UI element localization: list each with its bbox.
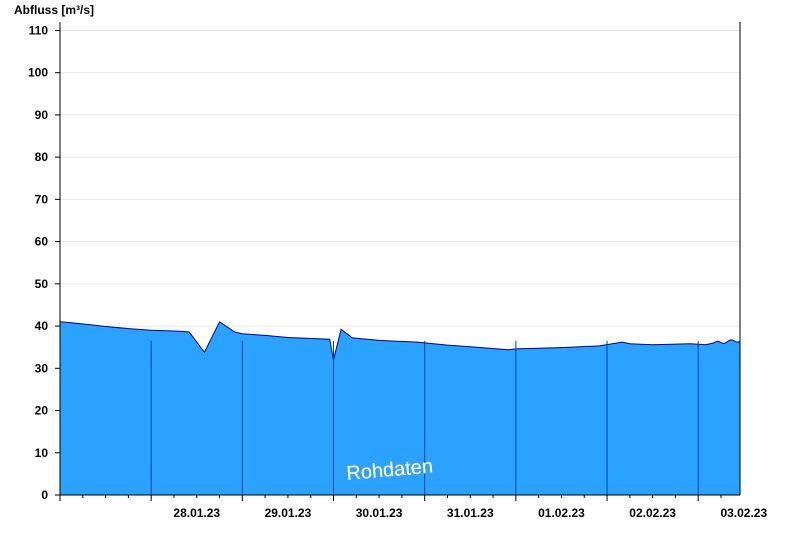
x-tick-label: 31.01.23 — [447, 506, 494, 520]
y-ticks: 0 10 20 30 40 50 60 70 80 90 100 110 — [28, 23, 60, 502]
day-boundary-lines — [150, 340, 699, 495]
x-tick-label: 29.01.23 — [265, 506, 312, 520]
y-tick-label: 10 — [35, 446, 49, 460]
y-tick-label: 50 — [35, 277, 49, 291]
y-tick-label: 70 — [35, 192, 49, 206]
discharge-line — [59, 56, 741, 361]
y-tick-label: 60 — [35, 235, 49, 249]
y-tick-label: 20 — [35, 404, 49, 418]
x-tick-label: 30.01.23 — [356, 506, 403, 520]
discharge-area — [60, 56, 740, 496]
x-tick-label: 02.02.23 — [629, 506, 676, 520]
y-tick-label: 80 — [35, 150, 49, 164]
y-tick-label: 40 — [35, 319, 49, 333]
y-axis-title: Abfluss [m³/s] — [14, 3, 94, 17]
y-tick-label: 0 — [41, 488, 48, 502]
y-tick-label: 90 — [35, 108, 49, 122]
x-tick-label: 03.02.23 — [720, 506, 767, 520]
y-tick-label: 30 — [35, 361, 49, 375]
y-tick-label: 100 — [28, 66, 48, 80]
axes — [59, 22, 741, 496]
x-ticks: 28.01.23 29.01.23 30.01.23 31.01.23 01.02.23… — [59, 495, 767, 520]
x-tick-label: 28.01.23 — [173, 506, 220, 520]
y-tick-label: 110 — [29, 23, 49, 37]
x-tick-label: 01.02.23 — [538, 506, 585, 520]
